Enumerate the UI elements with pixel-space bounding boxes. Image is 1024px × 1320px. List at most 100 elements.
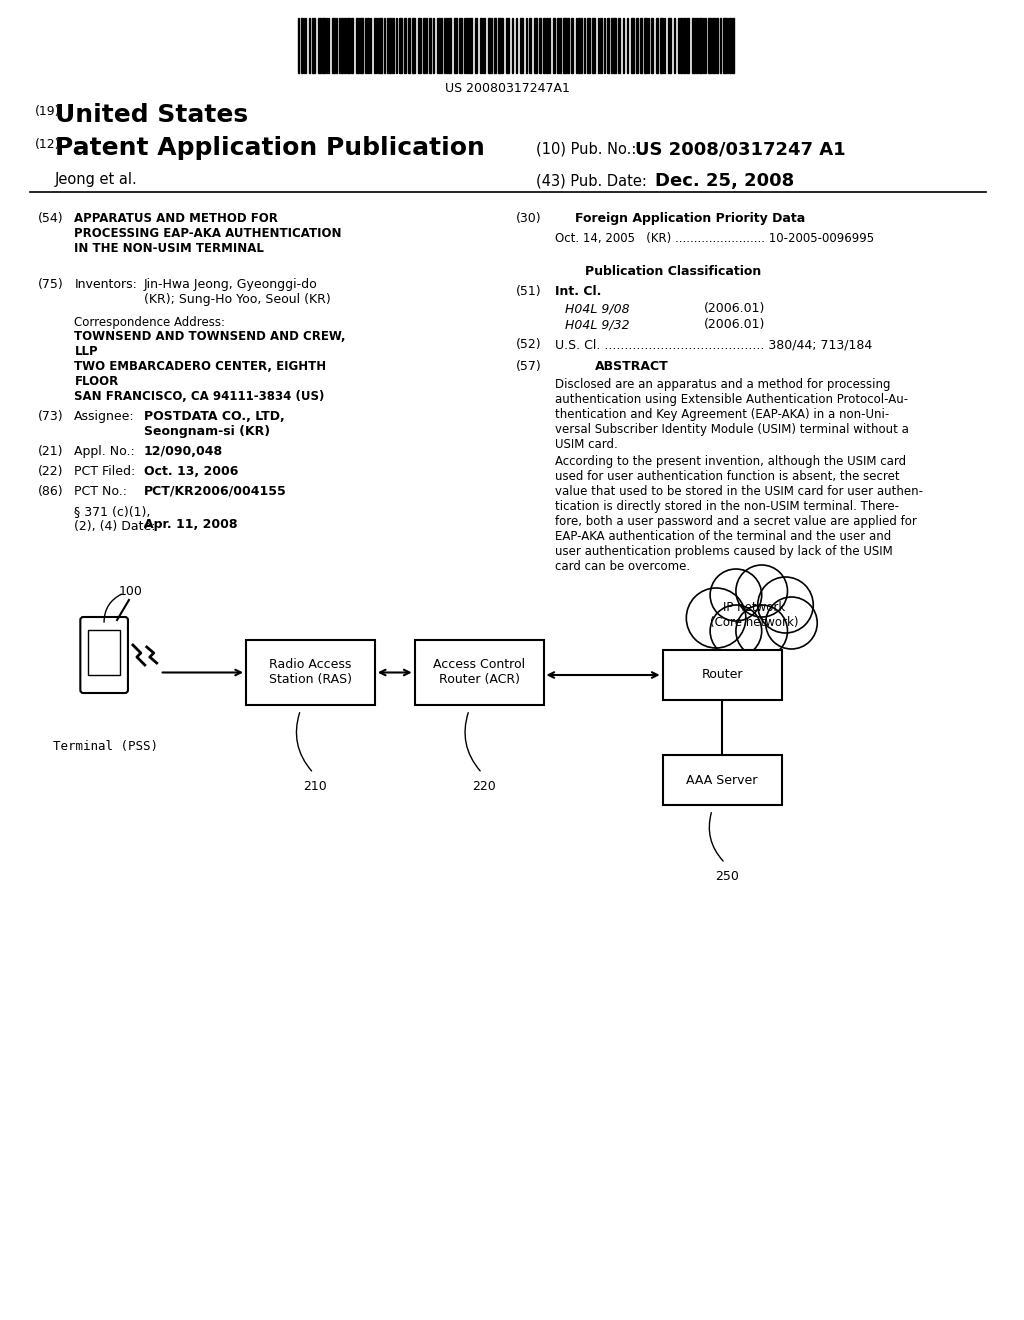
Bar [498,18,501,73]
Bar [412,18,415,73]
Text: 12/090,048: 12/090,048 [143,445,223,458]
Text: Int. Cl.: Int. Cl. [555,285,602,298]
Circle shape [758,577,813,634]
Text: (30): (30) [516,213,542,224]
Bar [692,18,695,73]
Bar [423,18,426,73]
Text: POSTDATA CO., LTD,
Seongnam-si (KR): POSTDATA CO., LTD, Seongnam-si (KR) [143,411,285,438]
Bar [459,18,462,73]
Bar [663,649,781,700]
Bar [246,640,375,705]
Circle shape [736,565,787,616]
Bar [323,18,326,73]
Text: 100: 100 [119,585,143,598]
Bar [88,630,120,675]
Bar [592,18,595,73]
Text: (54): (54) [38,213,63,224]
Bar [418,18,421,73]
Text: (51): (51) [516,285,542,298]
Bar [475,18,477,73]
Bar [408,18,410,73]
Bar [729,18,731,73]
Bar [304,18,306,73]
Text: Jin-Hwa Jeong, Gyeonggi-do
(KR); Sung-Ho Yoo, Seoul (KR): Jin-Hwa Jeong, Gyeonggi-do (KR); Sung-Ho… [143,279,331,306]
Text: Dec. 25, 2008: Dec. 25, 2008 [654,172,794,190]
Bar [723,18,726,73]
Bar [341,18,343,73]
Bar [455,18,458,73]
Text: H04L 9/32: H04L 9/32 [565,318,630,331]
Text: 220: 220 [472,780,496,793]
Text: Patent Application Publication: Patent Application Publication [54,136,484,160]
Text: Terminal (PSS): Terminal (PSS) [52,741,158,752]
Text: Apr. 11, 2008: Apr. 11, 2008 [143,517,238,531]
Text: H04L 9/08: H04L 9/08 [565,302,630,315]
Text: (21): (21) [38,445,63,458]
Text: § 371 (c)(1),
(2), (4) Date:: § 371 (c)(1), (2), (4) Date: [75,506,156,533]
Circle shape [710,569,762,620]
Bar [686,18,689,73]
Text: United States: United States [54,103,248,127]
Circle shape [710,605,762,657]
Bar [600,18,602,73]
Text: Access Control
Router (ACR): Access Control Router (ACR) [433,659,525,686]
Bar [669,18,672,73]
Bar [563,18,566,73]
Bar [709,18,711,73]
Bar [449,18,452,73]
Bar [699,18,702,73]
Bar [528,18,530,73]
Bar [683,18,685,73]
Text: US 2008/0317247 A1: US 2008/0317247 A1 [635,140,846,158]
Bar [557,18,559,73]
Text: ABSTRACT: ABSTRACT [595,360,669,374]
Text: IP network
(Core network): IP network (Core network) [710,601,798,630]
Bar [466,18,468,73]
Bar [437,18,440,73]
Bar [617,18,620,73]
Bar [351,18,353,73]
Bar [539,18,541,73]
Text: PCT/KR2006/004155: PCT/KR2006/004155 [143,484,287,498]
Bar [344,18,346,73]
Bar [488,18,489,73]
Bar [712,18,715,73]
Text: 210: 210 [303,780,328,793]
Text: Appl. No.:: Appl. No.: [75,445,135,458]
Text: 250: 250 [715,870,739,883]
Bar [483,18,485,73]
Bar [429,18,431,73]
Bar [640,18,642,73]
Circle shape [686,587,745,648]
Bar [587,18,590,73]
Bar [332,18,335,73]
Bar [398,18,401,73]
Bar [650,18,652,73]
Bar [680,18,682,73]
Bar [494,18,496,73]
Bar [659,18,663,73]
Text: Oct. 13, 2006: Oct. 13, 2006 [143,465,239,478]
Bar [543,18,546,73]
Text: TOWNSEND AND TOWNSEND AND CREW,
LLP
TWO EMBARCADERO CENTER, EIGHTH
FLOOR
SAN FRA: TOWNSEND AND TOWNSEND AND CREW, LLP TWO … [75,330,346,403]
Bar [664,18,666,73]
Bar [415,640,544,705]
Text: Radio Access
Station (RAS): Radio Access Station (RAS) [269,659,352,686]
Text: PCT No.:: PCT No.: [75,484,127,498]
Bar [480,18,482,73]
Text: US 20080317247A1: US 20080317247A1 [445,82,570,95]
Bar [300,18,303,73]
Bar [613,18,615,73]
Text: Correspondence Address:: Correspondence Address: [75,315,225,329]
Bar [379,18,382,73]
Text: Jeong et al.: Jeong et al. [54,172,137,187]
Bar [374,18,376,73]
Bar [696,18,698,73]
Text: Oct. 14, 2005   (KR) ........................ 10-2005-0096995: Oct. 14, 2005 (KR) .....................… [555,232,874,246]
Bar [663,755,781,805]
Bar [547,18,549,73]
Text: Publication Classification: Publication Classification [585,265,762,279]
Bar [534,18,537,73]
Text: Foreign Application Priority Data: Foreign Application Priority Data [575,213,806,224]
FancyBboxPatch shape [80,616,128,693]
